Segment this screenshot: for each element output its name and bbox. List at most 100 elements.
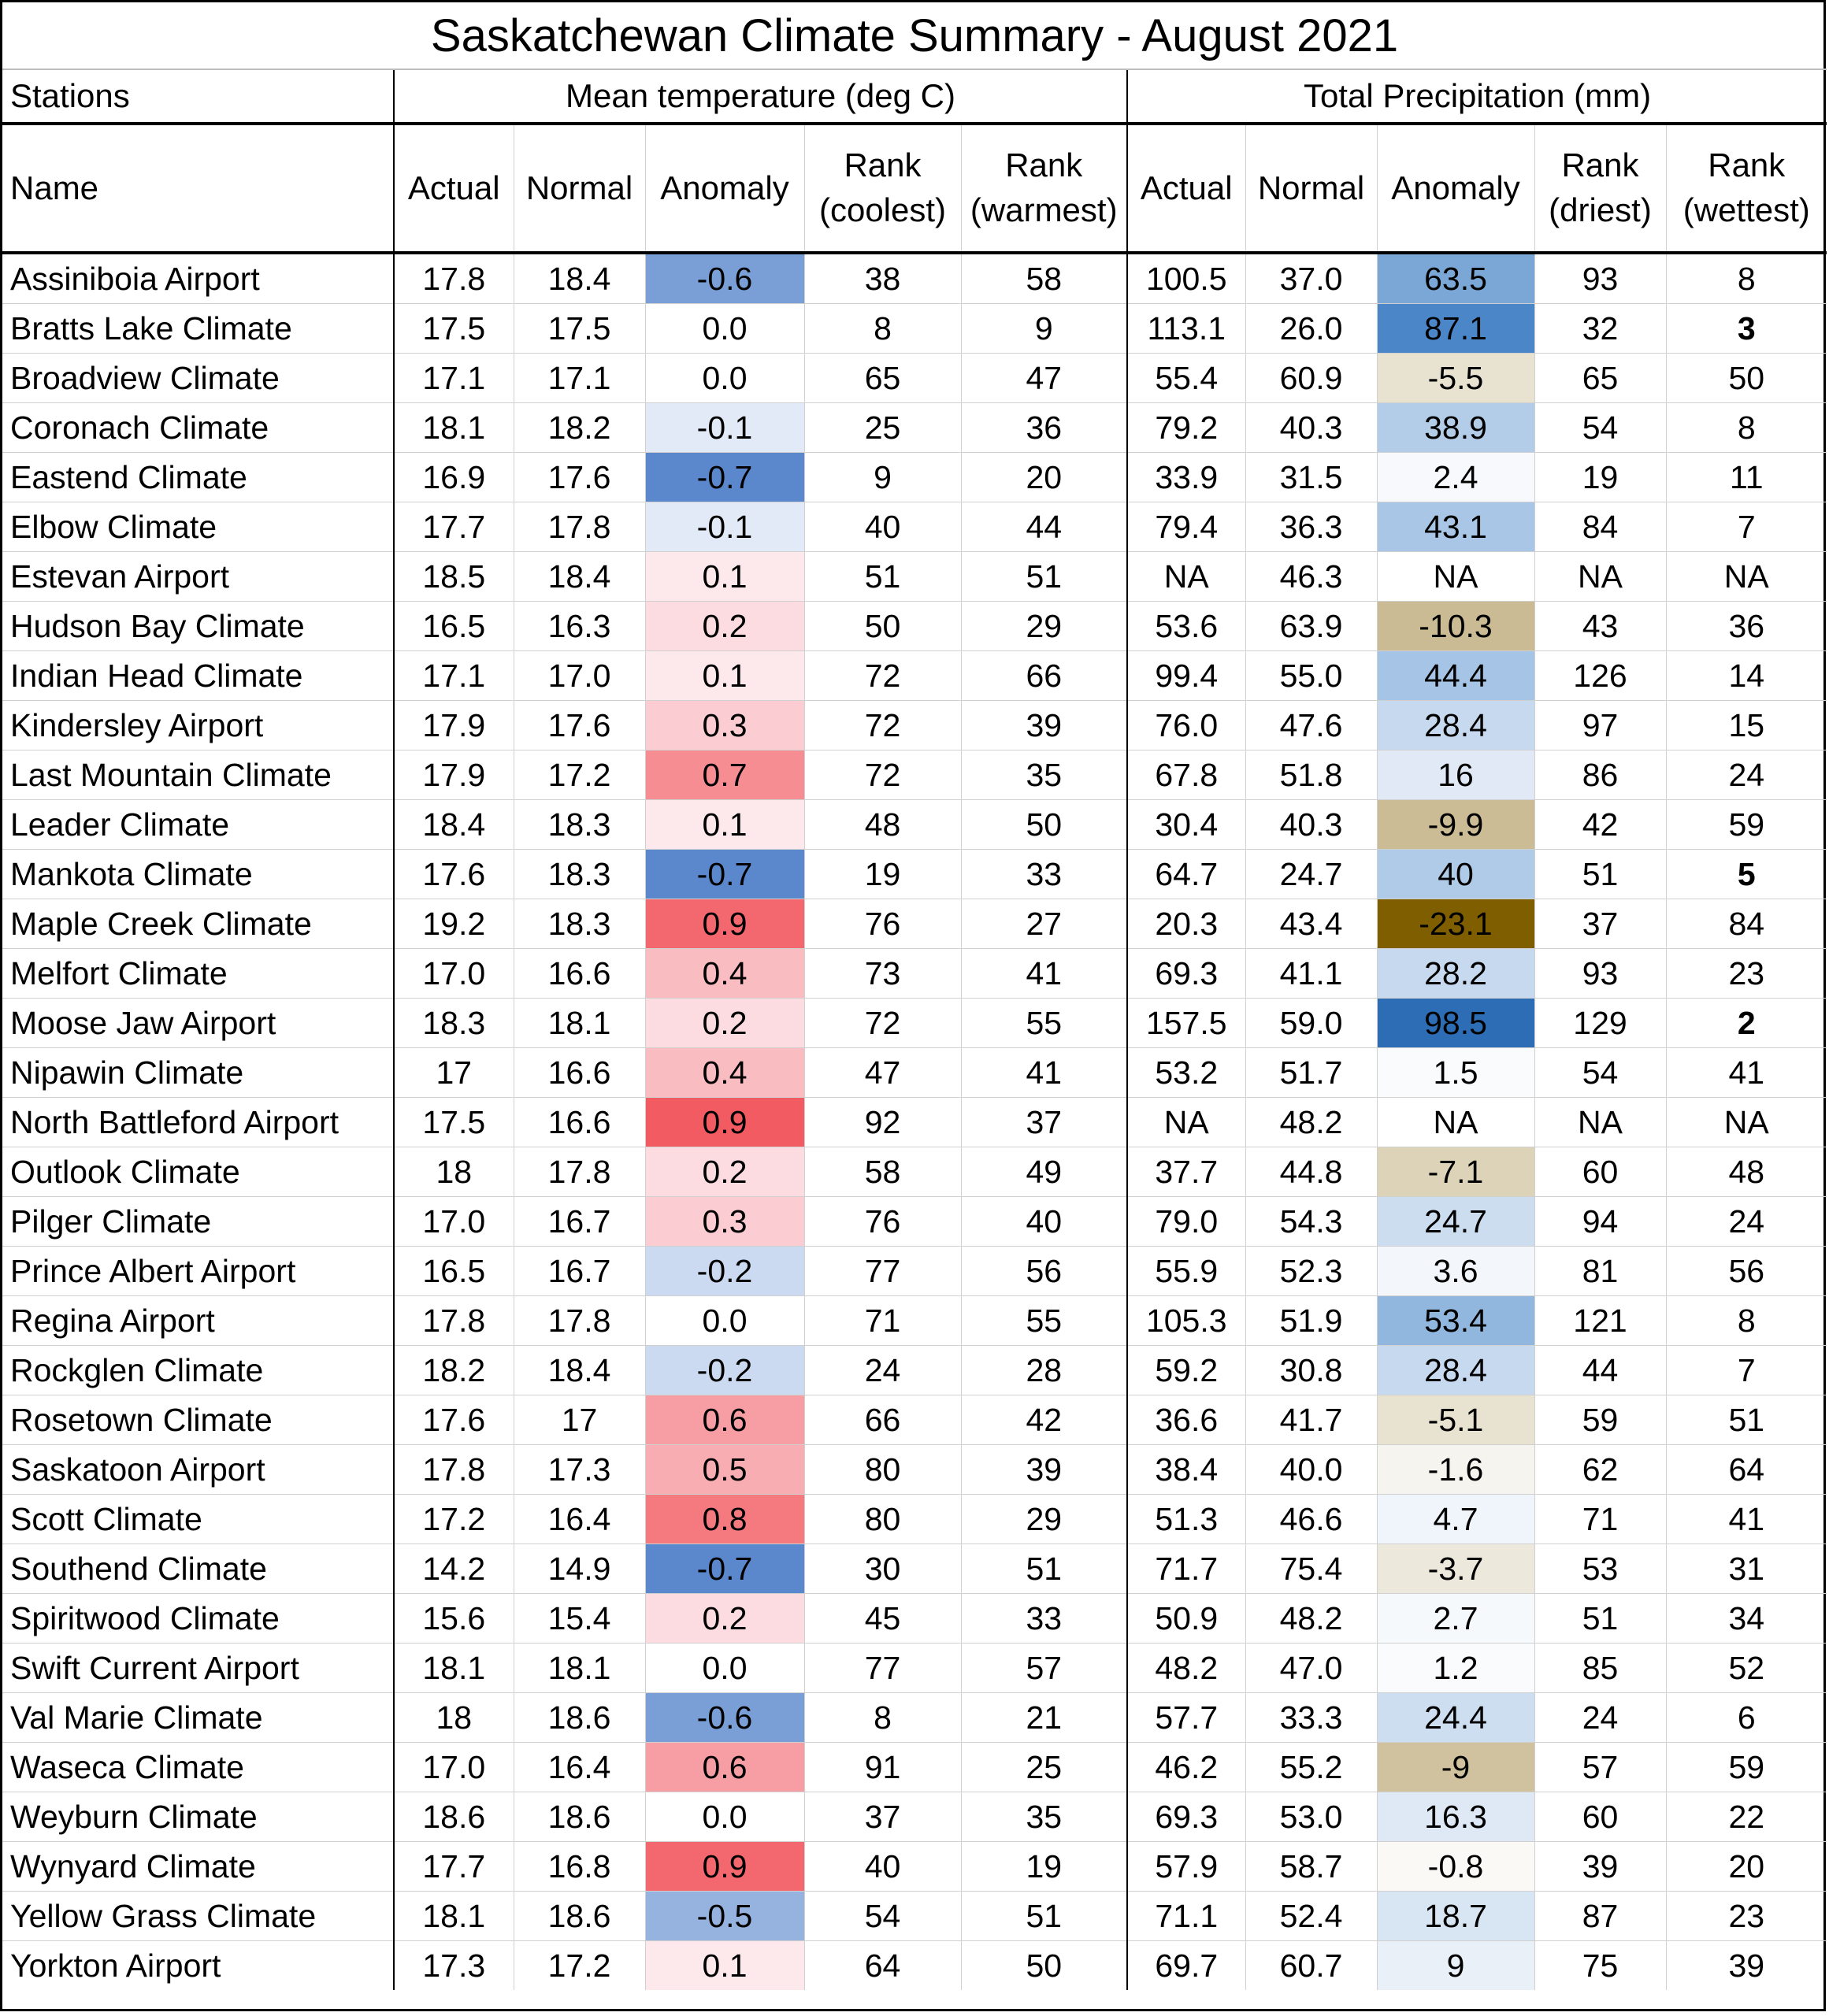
rank-wettest-cell: 41 bbox=[1666, 1494, 1827, 1544]
precip-actual-cell: 51.3 bbox=[1127, 1494, 1246, 1544]
precip-anomaly-cell: -23.1 bbox=[1377, 899, 1535, 949]
temp-anomaly-cell: 0.2 bbox=[645, 1593, 805, 1644]
rank-wettest-cell: 23 bbox=[1666, 1891, 1827, 1941]
rank-warmest-cell: 51 bbox=[961, 551, 1128, 602]
rank-driest-cell: 62 bbox=[1534, 1444, 1667, 1495]
col-header-precip-anomaly: Anomaly bbox=[1377, 124, 1535, 254]
rank-wettest-cell: 31 bbox=[1666, 1544, 1827, 1594]
temp-actual-cell: 17.3 bbox=[394, 1940, 514, 1990]
rank-wettest-cell: 24 bbox=[1666, 750, 1827, 800]
temp-anomaly-cell: 0.9 bbox=[645, 1841, 805, 1892]
precip-anomaly-cell: 38.9 bbox=[1377, 402, 1535, 453]
rank-wettest-cell: 22 bbox=[1666, 1792, 1827, 1842]
temp-normal-cell: 16.8 bbox=[514, 1841, 646, 1892]
rank-warmest-cell: 41 bbox=[961, 948, 1128, 999]
table-row: Rockglen Climate 18.2 18.4 -0.2 24 28 59.2 30.8… bbox=[2, 1345, 1827, 1395]
rank-qualifier: (coolest) bbox=[818, 191, 947, 228]
station-name-cell: Prince Albert Airport bbox=[2, 1246, 395, 1296]
col-header-rank-wettest: Rank (wettest) bbox=[1666, 124, 1827, 254]
temp-anomaly-cell: 0.6 bbox=[645, 1742, 805, 1792]
temp-normal-cell: 18.6 bbox=[514, 1692, 646, 1743]
precip-normal-cell: 55.0 bbox=[1245, 650, 1378, 701]
table-row: Indian Head Climate 17.1 17.0 0.1 72 66 99.4 55… bbox=[2, 650, 1827, 701]
temp-actual-cell: 16.5 bbox=[394, 1246, 514, 1296]
precip-anomaly-cell: 9 bbox=[1377, 1940, 1535, 1990]
rank-wettest-cell: 14 bbox=[1666, 650, 1827, 701]
temp-actual-cell: 16.5 bbox=[394, 601, 514, 651]
rank-coolest-cell: 73 bbox=[804, 948, 962, 999]
precip-normal-cell: 48.2 bbox=[1245, 1097, 1378, 1147]
rank-coolest-cell: 92 bbox=[804, 1097, 962, 1147]
temp-normal-cell: 18.4 bbox=[514, 253, 646, 304]
precip-normal-cell: 59.0 bbox=[1245, 998, 1378, 1048]
precip-normal-cell: 55.2 bbox=[1245, 1742, 1378, 1792]
temp-anomaly-cell: 0.1 bbox=[645, 1940, 805, 1990]
temp-normal-cell: 16.4 bbox=[514, 1494, 646, 1544]
precip-actual-cell: 53.6 bbox=[1127, 601, 1246, 651]
precip-anomaly-cell: 16.3 bbox=[1377, 1792, 1535, 1842]
precip-normal-cell: 60.9 bbox=[1245, 353, 1378, 403]
rank-qualifier: (warmest) bbox=[970, 191, 1118, 228]
rank-driest-cell: 93 bbox=[1534, 948, 1667, 999]
temp-anomaly-cell: 0.2 bbox=[645, 601, 805, 651]
rank-driest-cell: 60 bbox=[1534, 1147, 1667, 1197]
table-row: Broadview Climate 17.1 17.1 0.0 65 47 55.4 60.9… bbox=[2, 353, 1827, 403]
precip-anomaly-cell: 43.1 bbox=[1377, 502, 1535, 552]
rank-driest-cell: 51 bbox=[1534, 849, 1667, 899]
rank-coolest-cell: 77 bbox=[804, 1643, 962, 1693]
precip-anomaly-cell: 53.4 bbox=[1377, 1295, 1535, 1346]
precip-normal-cell: 30.8 bbox=[1245, 1345, 1378, 1395]
temp-anomaly-cell: 0.5 bbox=[645, 1444, 805, 1495]
col-header-temp-actual: Actual bbox=[394, 124, 514, 254]
temp-anomaly-cell: 0.7 bbox=[645, 750, 805, 800]
rank-wettest-cell: 8 bbox=[1666, 253, 1827, 304]
temp-normal-cell: 17.6 bbox=[514, 700, 646, 750]
temp-actual-cell: 17.7 bbox=[394, 502, 514, 552]
precip-anomaly-cell: 3.6 bbox=[1377, 1246, 1535, 1296]
rank-wettest-cell: 52 bbox=[1666, 1643, 1827, 1693]
temp-normal-cell: 15.4 bbox=[514, 1593, 646, 1644]
rank-wettest-cell: 36 bbox=[1666, 601, 1827, 651]
rank-driest-cell: 87 bbox=[1534, 1891, 1667, 1941]
station-name-cell: Maple Creek Climate bbox=[2, 899, 395, 949]
rank-coolest-cell: 72 bbox=[804, 700, 962, 750]
col-header-precip-normal: Normal bbox=[1245, 124, 1378, 254]
temp-normal-cell: 18.3 bbox=[514, 849, 646, 899]
station-name-cell: Indian Head Climate bbox=[2, 650, 395, 701]
precip-actual-cell: 79.4 bbox=[1127, 502, 1246, 552]
col-header-temp-anomaly: Anomaly bbox=[645, 124, 805, 254]
rank-wettest-cell: 5 bbox=[1666, 849, 1827, 899]
precip-anomaly-cell: -9 bbox=[1377, 1742, 1535, 1792]
rank-driest-cell: 75 bbox=[1534, 1940, 1667, 1990]
precip-anomaly-cell: NA bbox=[1377, 551, 1535, 602]
table-row: Bratts Lake Climate 17.5 17.5 0.0 8 9 113.1 26.… bbox=[2, 303, 1827, 354]
rank-warmest-cell: 19 bbox=[961, 1841, 1128, 1892]
rank-coolest-cell: 72 bbox=[804, 998, 962, 1048]
rank-coolest-cell: 48 bbox=[804, 799, 962, 850]
precip-normal-cell: 43.4 bbox=[1245, 899, 1378, 949]
precip-actual-cell: 71.1 bbox=[1127, 1891, 1246, 1941]
rank-coolest-cell: 80 bbox=[804, 1494, 962, 1544]
table-row: Pilger Climate 17.0 16.7 0.3 76 40 79.0 54.3 24.… bbox=[2, 1196, 1827, 1247]
precip-actual-cell: 57.9 bbox=[1127, 1841, 1246, 1892]
table-row: Elbow Climate 17.7 17.8 -0.1 40 44 79.4 36.3 43.… bbox=[2, 502, 1827, 552]
precip-actual-cell: 79.0 bbox=[1127, 1196, 1246, 1247]
temp-anomaly-cell: 0.2 bbox=[645, 998, 805, 1048]
rank-wettest-cell: 59 bbox=[1666, 799, 1827, 850]
rank-coolest-cell: 54 bbox=[804, 1891, 962, 1941]
station-name-cell: Saskatoon Airport bbox=[2, 1444, 395, 1495]
rank-warmest-cell: 21 bbox=[961, 1692, 1128, 1743]
rank-warmest-cell: 57 bbox=[961, 1643, 1128, 1693]
station-name-cell: Estevan Airport bbox=[2, 551, 395, 602]
precip-anomaly-cell: 28.4 bbox=[1377, 1345, 1535, 1395]
rank-driest-cell: 97 bbox=[1534, 700, 1667, 750]
rank-coolest-cell: 40 bbox=[804, 502, 962, 552]
rank-wettest-cell: 39 bbox=[1728, 1947, 1765, 1984]
precip-anomaly-cell: -0.8 bbox=[1377, 1841, 1535, 1892]
rank-warmest-cell: 55 bbox=[961, 1295, 1128, 1346]
temp-normal-cell: 18.1 bbox=[514, 998, 646, 1048]
precip-actual-cell: 57.7 bbox=[1127, 1692, 1246, 1743]
rank-coolest-cell: 72 bbox=[804, 750, 962, 800]
precip-actual-cell: 113.1 bbox=[1127, 303, 1246, 354]
